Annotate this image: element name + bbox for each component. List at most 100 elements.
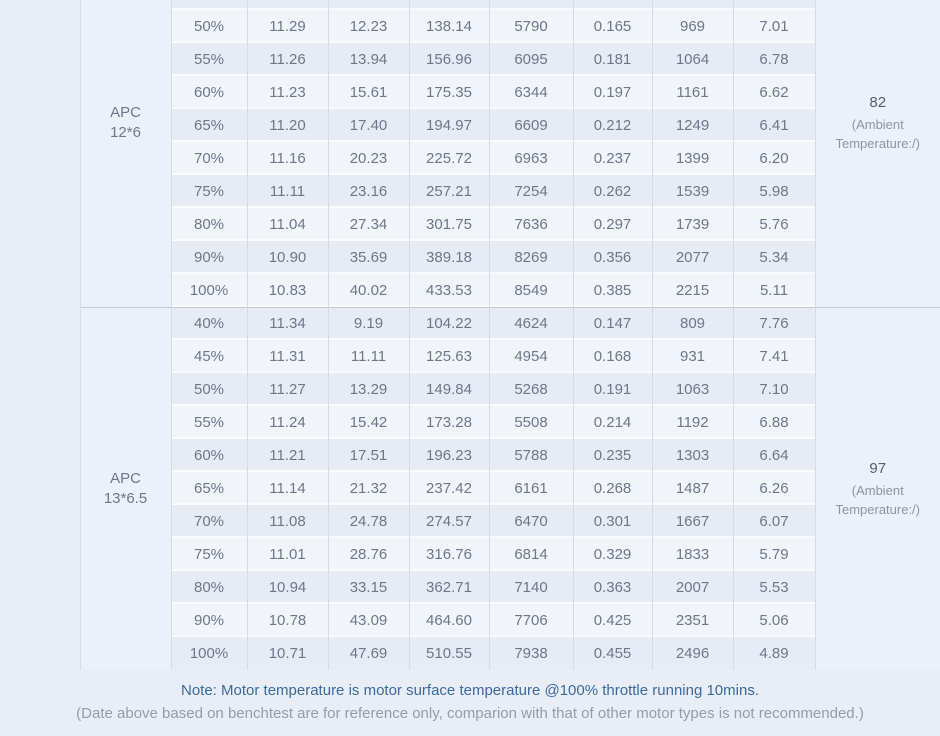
table-row: APC 13*6.5 40% 11.34 9.19 104.22 4624 0.147 809… (0, 306, 940, 671)
value-cell: 6814 (489, 538, 574, 571)
table-row: 65% 11.14 21.32 237.42 6161 0.268 1487 6.26 (0, 472, 940, 505)
partial-cell (247, 0, 329, 10)
value-cell: 1833 (652, 538, 734, 571)
value-cell: 156.96 (409, 43, 490, 76)
value-cell: 7.01 (733, 10, 816, 43)
value-cell: 0.212 (573, 109, 653, 142)
value-cell: 7706 (489, 604, 574, 637)
value-cell: 5790 (489, 10, 574, 43)
propeller-label: APC 13*6.5 (103, 469, 148, 507)
value-cell: 9.19 (328, 306, 410, 340)
value-cell: 11.31 (247, 340, 329, 373)
value-cell: 21.32 (328, 472, 410, 505)
note-primary: Note: Motor temperature is motor surface… (181, 682, 759, 699)
value-cell: 194.97 (409, 109, 490, 142)
value-cell: 0.191 (573, 373, 653, 406)
left-spacer-cell (0, 0, 81, 671)
value-cell: 7.41 (733, 340, 816, 373)
value-cell: 1739 (652, 208, 734, 241)
value-cell: 11.34 (247, 306, 329, 340)
value-cell: 7140 (489, 571, 574, 604)
throttle-cell: 40% (171, 306, 248, 340)
value-cell: 10.71 (247, 637, 329, 671)
value-cell: 389.18 (409, 241, 490, 274)
value-cell: 5.53 (733, 571, 816, 604)
value-cell: 2077 (652, 241, 734, 274)
value-cell: 5.11 (733, 274, 816, 307)
table-row: 45% 11.31 11.11 125.63 4954 0.168 931 7.41 (0, 340, 940, 373)
value-cell: 0.297 (573, 208, 653, 241)
value-cell: 1399 (652, 142, 734, 175)
value-cell: 33.15 (328, 571, 410, 604)
value-cell: 6161 (489, 472, 574, 505)
value-cell: 11.24 (247, 406, 329, 439)
partial-cell (171, 0, 248, 10)
value-cell: 11.23 (247, 76, 329, 109)
value-cell: 6.41 (733, 109, 816, 142)
value-cell: 0.356 (573, 241, 653, 274)
value-cell: 1487 (652, 472, 734, 505)
value-cell: 1161 (652, 76, 734, 109)
value-cell: 1064 (652, 43, 734, 76)
value-cell: 0.235 (573, 439, 653, 472)
partial-cell (328, 0, 410, 10)
value-cell: 11.20 (247, 109, 329, 142)
throttle-cell: 75% (171, 175, 248, 208)
value-cell: 5.06 (733, 604, 816, 637)
throttle-cell: 80% (171, 571, 248, 604)
throttle-cell: 70% (171, 142, 248, 175)
value-cell: 17.40 (328, 109, 410, 142)
value-cell: 6.64 (733, 439, 816, 472)
value-cell: 510.55 (409, 637, 490, 671)
value-cell: 15.61 (328, 76, 410, 109)
temperature-cell: 97 (Ambient Temperature:/) (815, 306, 940, 671)
note-secondary: (Date above based on benchtest are for r… (76, 705, 864, 722)
value-cell: 5.98 (733, 175, 816, 208)
throttle-cell: 55% (171, 406, 248, 439)
value-cell: 11.29 (247, 10, 329, 43)
value-cell: 7.76 (733, 306, 816, 340)
value-cell: 15.42 (328, 406, 410, 439)
throttle-cell: 100% (171, 637, 248, 671)
throttle-cell: 60% (171, 76, 248, 109)
value-cell: 6.62 (733, 76, 816, 109)
value-cell: 237.42 (409, 472, 490, 505)
propeller-label: APC 12*6 (110, 104, 141, 142)
spec-table: APC 12*6 82 (Ambient Temperature:/) 50% 11.2… (0, 0, 940, 671)
propeller-cell: APC 13*6.5 (80, 306, 172, 671)
value-cell: 43.09 (328, 604, 410, 637)
table-row: 50% 11.29 12.23 138.14 5790 0.165 969 7.01 (0, 10, 940, 43)
value-cell: 20.23 (328, 142, 410, 175)
value-cell: 0.363 (573, 571, 653, 604)
footer-notes: Note: Motor temperature is motor surface… (0, 670, 940, 736)
value-cell: 125.63 (409, 340, 490, 373)
table-row: 55% 11.26 13.94 156.96 6095 0.181 1064 6.78 (0, 43, 940, 76)
value-cell: 5.76 (733, 208, 816, 241)
value-cell: 274.57 (409, 505, 490, 538)
value-cell: 6.78 (733, 43, 816, 76)
value-cell: 0.301 (573, 505, 653, 538)
throttle-cell: 75% (171, 538, 248, 571)
propeller-cell: APC 12*6 (80, 0, 172, 307)
value-cell: 1192 (652, 406, 734, 439)
value-cell: 464.60 (409, 604, 490, 637)
value-cell: 104.22 (409, 306, 490, 340)
value-cell: 11.21 (247, 439, 329, 472)
value-cell: 0.181 (573, 43, 653, 76)
table-row: 70% 11.08 24.78 274.57 6470 0.301 1667 6.07 (0, 505, 940, 538)
value-cell: 6344 (489, 76, 574, 109)
table-row: 100% 10.83 40.02 433.53 8549 0.385 2215 5.11 (0, 274, 940, 307)
value-cell: 11.08 (247, 505, 329, 538)
value-cell: 2007 (652, 571, 734, 604)
value-cell: 5268 (489, 373, 574, 406)
table-row: 65% 11.20 17.40 194.97 6609 0.212 1249 6.41 (0, 109, 940, 142)
value-cell: 0.214 (573, 406, 653, 439)
value-cell: 0.385 (573, 274, 653, 307)
partial-cell (733, 0, 816, 10)
value-cell: 7254 (489, 175, 574, 208)
table-row: 70% 11.16 20.23 225.72 6963 0.237 1399 6.20 (0, 142, 940, 175)
value-cell: 316.76 (409, 538, 490, 571)
value-cell: 11.01 (247, 538, 329, 571)
value-cell: 11.26 (247, 43, 329, 76)
value-cell: 0.165 (573, 10, 653, 43)
